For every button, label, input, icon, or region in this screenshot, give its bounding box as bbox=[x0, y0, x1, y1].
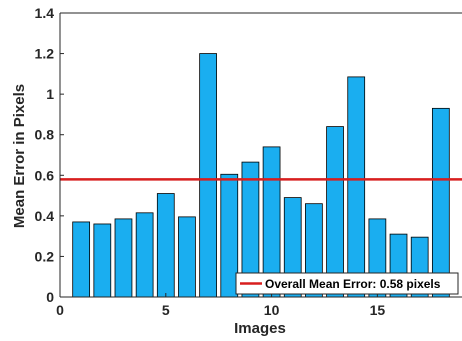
bar-4 bbox=[135, 212, 154, 298]
ticks-group: 0 0.2 0.4 0.6 0.8 1 1.2 1.4 0 5 10 15 bbox=[35, 5, 386, 318]
bars-group bbox=[72, 53, 450, 298]
x-axis-title: Images bbox=[234, 320, 286, 337]
bar-6 bbox=[178, 216, 196, 298]
y-tick-label: 1.2 bbox=[35, 46, 55, 62]
legend-box bbox=[235, 272, 459, 295]
bar-2 bbox=[93, 223, 112, 298]
y-tick-label: 0.2 bbox=[35, 248, 55, 264]
bar-1 bbox=[72, 221, 91, 298]
bar-14 bbox=[347, 76, 366, 298]
y-tick-label: 1 bbox=[46, 86, 54, 102]
y-tick-label: 0.8 bbox=[35, 127, 55, 143]
y-tick-label: 0.6 bbox=[35, 167, 55, 183]
bar-3 bbox=[114, 218, 133, 298]
y-tick-label: 0.4 bbox=[35, 208, 55, 224]
x-tick-label: 15 bbox=[370, 302, 386, 318]
axes-group bbox=[59, 12, 462, 298]
bar-7 bbox=[199, 53, 217, 298]
bar-13 bbox=[326, 126, 344, 298]
bar-8 bbox=[220, 173, 239, 298]
legend-label: Overall Mean Error: 0.58 pixels bbox=[265, 277, 441, 291]
legend: Overall Mean Error: 0.58 pixels bbox=[235, 272, 459, 295]
bar-18 bbox=[431, 107, 450, 298]
x-tick-label: 0 bbox=[56, 302, 64, 318]
x-tick-label: 10 bbox=[264, 302, 280, 318]
bar-5 bbox=[156, 193, 175, 298]
y-tick-label: 0 bbox=[46, 289, 54, 305]
x-tick-label: 5 bbox=[162, 302, 170, 318]
y-axis-title: Mean Error in Pixels bbox=[11, 84, 28, 228]
y-tick-label: 1.4 bbox=[35, 5, 55, 21]
